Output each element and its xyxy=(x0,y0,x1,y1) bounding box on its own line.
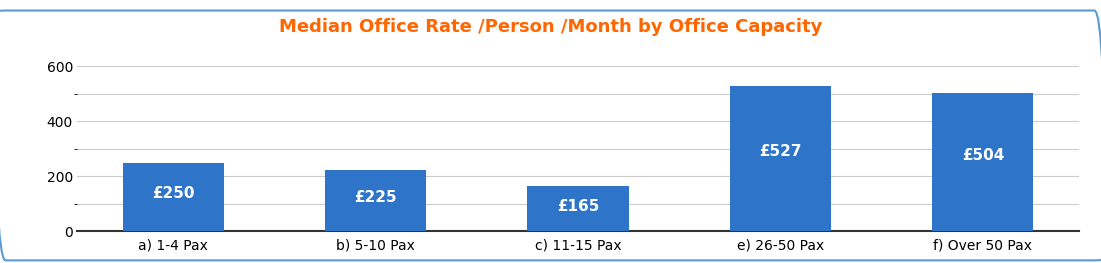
Bar xyxy=(122,163,224,231)
Bar xyxy=(527,186,629,231)
Text: £527: £527 xyxy=(760,144,802,159)
Bar xyxy=(325,170,426,231)
Text: £504: £504 xyxy=(961,148,1004,163)
Text: £165: £165 xyxy=(557,199,599,214)
Text: £250: £250 xyxy=(152,186,195,201)
Bar xyxy=(730,87,831,231)
Text: Median Office Rate /Person /Month by Office Capacity: Median Office Rate /Person /Month by Off… xyxy=(279,18,822,36)
Text: £225: £225 xyxy=(355,190,397,205)
Bar xyxy=(933,93,1034,231)
